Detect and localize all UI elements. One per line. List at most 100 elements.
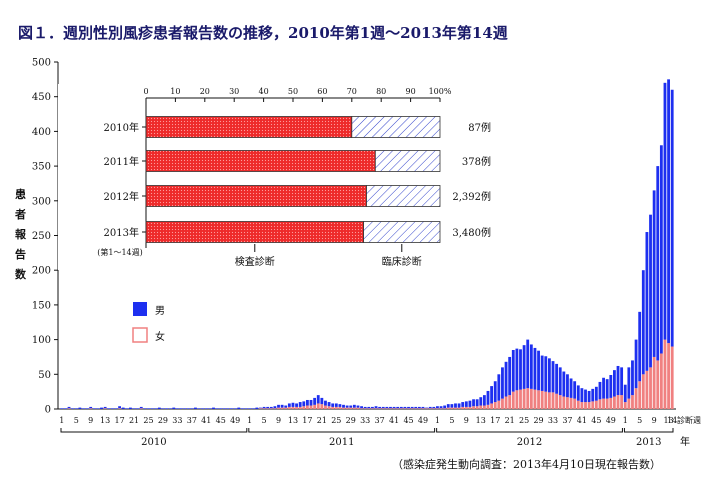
bar-female bbox=[587, 402, 591, 409]
bar-male bbox=[667, 79, 670, 344]
bar-female bbox=[544, 391, 548, 409]
bar-female bbox=[547, 392, 551, 409]
bar-female bbox=[356, 407, 360, 409]
bar-male bbox=[226, 408, 230, 409]
bar-male bbox=[562, 371, 566, 397]
bar-male bbox=[605, 379, 609, 399]
bar-male bbox=[118, 406, 122, 409]
bar-male bbox=[392, 406, 396, 409]
bar-male bbox=[110, 408, 114, 409]
y-axis-label-char: 患 bbox=[15, 187, 26, 201]
bar-male bbox=[414, 406, 418, 409]
bar-female bbox=[623, 402, 627, 409]
bar-male bbox=[78, 407, 82, 409]
year-bracket bbox=[623, 428, 674, 433]
inset-chart: 0 10 20 30 40 50 60 70 80 90 100% 2010年 87例 2011年 378例… bbox=[58, 84, 498, 270]
year-label: 2011 bbox=[329, 437, 354, 448]
bar-female bbox=[659, 353, 663, 409]
inset-x-tick-label: 90 bbox=[406, 87, 416, 96]
bar-female bbox=[320, 404, 324, 409]
bar-male bbox=[313, 397, 317, 405]
bar-male bbox=[143, 408, 147, 409]
bar-male bbox=[165, 408, 168, 409]
inset-bar-lab-diagnosis bbox=[145, 150, 376, 172]
y-tick-label: 50 bbox=[38, 370, 51, 381]
x-week-tick-label: 21 bbox=[129, 416, 139, 425]
bar-female bbox=[464, 406, 468, 409]
bar-male bbox=[591, 388, 595, 402]
bar-female bbox=[446, 407, 450, 409]
x-week-tick-label: 29 bbox=[533, 416, 543, 425]
bar-female bbox=[472, 406, 475, 409]
legend-label: 男 bbox=[155, 305, 165, 317]
bar-male bbox=[136, 408, 140, 409]
bar-male bbox=[201, 408, 205, 409]
bar-female bbox=[399, 408, 403, 409]
bar-female bbox=[443, 408, 447, 409]
x-week-tick-label: 37 bbox=[562, 416, 572, 425]
bar-male bbox=[324, 400, 327, 406]
bar-male bbox=[204, 408, 208, 409]
bar-male bbox=[197, 408, 201, 409]
year-bracket bbox=[60, 428, 248, 433]
bar-male bbox=[82, 408, 85, 409]
bar-male bbox=[240, 408, 244, 409]
bar-male bbox=[436, 406, 439, 409]
bar-male bbox=[374, 406, 378, 409]
bar-female bbox=[389, 408, 392, 409]
bar-female bbox=[277, 407, 280, 409]
bar-female bbox=[519, 389, 522, 409]
bar-male bbox=[609, 374, 613, 398]
x-week-tick-label: 13 bbox=[288, 416, 298, 425]
bar-male bbox=[486, 390, 490, 405]
bar-female bbox=[67, 408, 71, 409]
bar-female bbox=[486, 404, 490, 409]
bar-female bbox=[324, 405, 327, 409]
bar-female bbox=[645, 370, 649, 409]
bar-male bbox=[490, 386, 494, 404]
bar-female bbox=[352, 407, 356, 409]
bar-female bbox=[602, 398, 605, 409]
bar-male bbox=[627, 367, 631, 399]
bar-male bbox=[172, 407, 176, 409]
x-week-tick-label: 1 bbox=[59, 416, 64, 425]
bar-female bbox=[262, 408, 266, 409]
bar-male bbox=[251, 408, 255, 409]
bar-female bbox=[609, 397, 613, 409]
bar-female bbox=[273, 408, 277, 409]
bar-male bbox=[208, 408, 212, 409]
bar-male bbox=[389, 406, 392, 409]
x-week-tick-label: 25 bbox=[519, 416, 529, 425]
bar-female bbox=[479, 405, 483, 409]
inset-x-tick-label: 70 bbox=[347, 87, 357, 96]
x-week-tick-label: 1 bbox=[247, 416, 252, 425]
bar-male bbox=[71, 408, 75, 409]
bar-male bbox=[132, 408, 136, 409]
bar-female bbox=[493, 402, 497, 409]
bar-male bbox=[461, 402, 465, 407]
x-week-tick-label: 5 bbox=[449, 416, 454, 425]
bar-male bbox=[576, 385, 580, 401]
bar-female bbox=[298, 406, 302, 409]
bar-female bbox=[432, 408, 436, 409]
bar-male bbox=[107, 408, 111, 409]
x-week-tick-label: 41 bbox=[389, 416, 399, 425]
inset-x-tick-label: 10 bbox=[170, 87, 180, 96]
bar-male bbox=[248, 408, 252, 409]
bar-male bbox=[284, 405, 288, 408]
bar-female bbox=[284, 407, 288, 409]
y-axis-label: 患者報告数 bbox=[14, 187, 27, 281]
y-tick-label: 250 bbox=[32, 231, 51, 242]
bar-female bbox=[526, 388, 530, 409]
bar-female bbox=[522, 388, 526, 409]
bar-female bbox=[360, 408, 363, 409]
inset-bar-clinical-diagnosis bbox=[363, 221, 441, 243]
inset-legend-lab-diagnosis: 検査診断 bbox=[235, 255, 275, 268]
bar-female bbox=[584, 402, 587, 409]
bar-male bbox=[295, 403, 298, 407]
inset-category-label: 2013年 bbox=[104, 226, 139, 239]
bar-male bbox=[446, 404, 450, 408]
bar-male bbox=[338, 404, 342, 407]
inset-count-label: 3,480例 bbox=[452, 226, 491, 239]
